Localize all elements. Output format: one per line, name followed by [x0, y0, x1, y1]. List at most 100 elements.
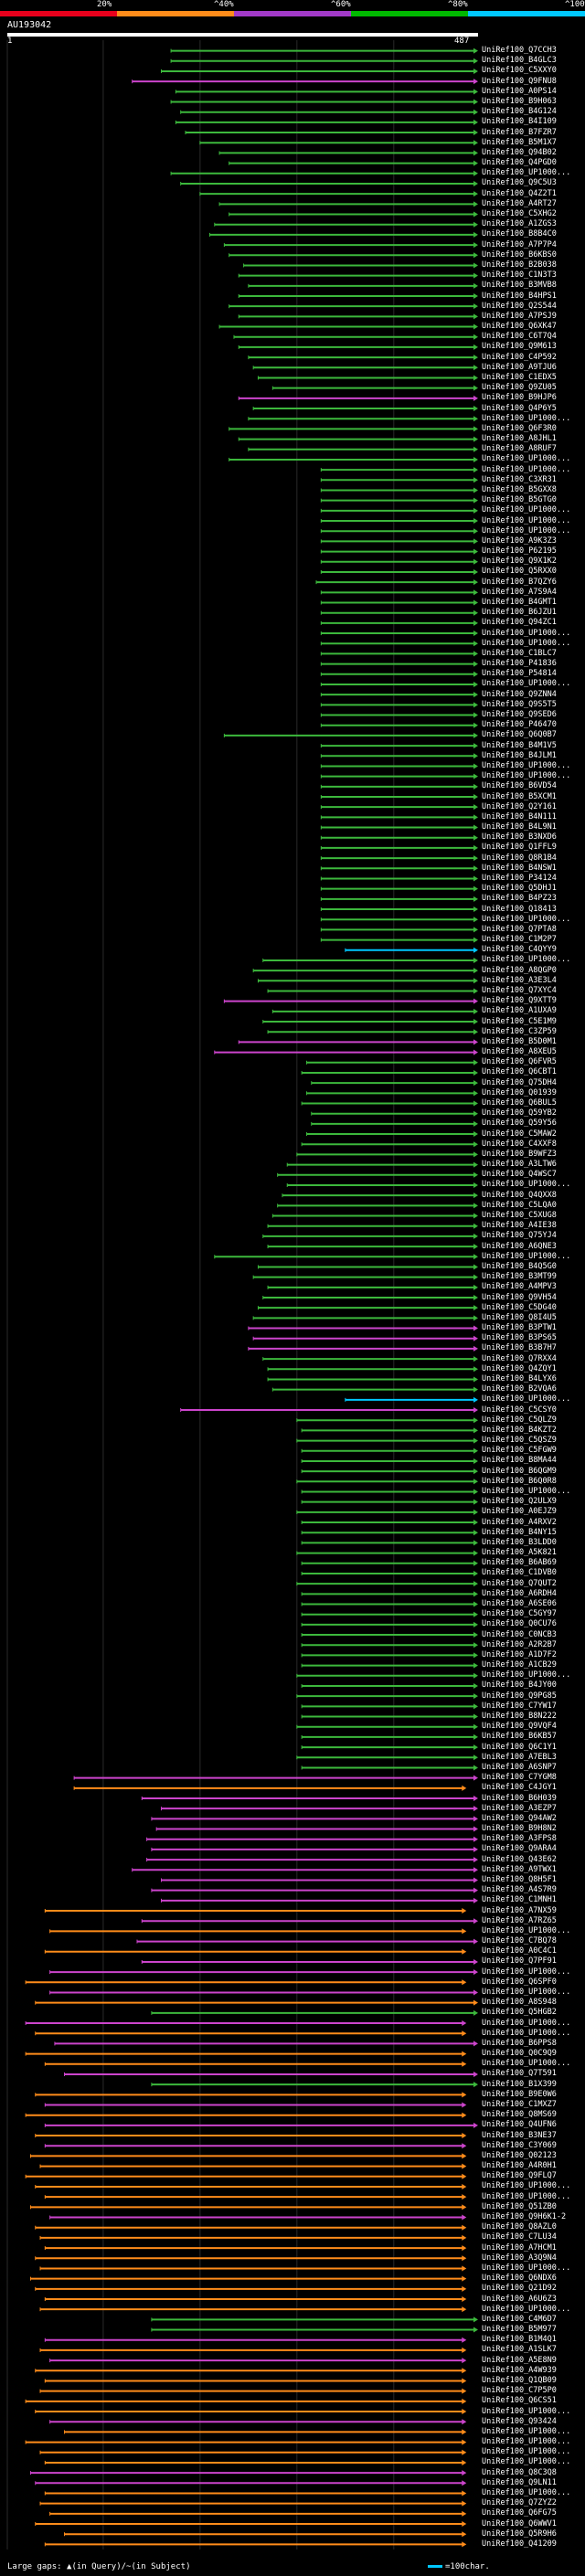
hit-label[interactable]: UniRef100_P41836	[482, 659, 557, 669]
hit-label[interactable]: UniRef100_A6U6Z3	[482, 2294, 557, 2304]
hit-label[interactable]: UniRef100_A2R2B7	[482, 1639, 557, 1649]
hit-label[interactable]: UniRef100_Q7RXX4	[482, 1353, 557, 1363]
hit-label[interactable]: UniRef100_B4GMT1	[482, 598, 557, 607]
hit-label[interactable]: UniRef100_B3NXD6	[482, 832, 557, 843]
hit-label[interactable]: UniRef100_A0PS14	[482, 86, 557, 96]
hit-label[interactable]: UniRef100_UP1000...	[482, 1486, 571, 1496]
hit-label[interactable]: UniRef100_Q8C3Q8	[482, 2467, 557, 2477]
hit-label[interactable]: UniRef100_B4G124	[482, 107, 557, 117]
hit-label[interactable]: UniRef100_A1CB29	[482, 1660, 557, 1670]
hit-label[interactable]: UniRef100_Q6Q0B7	[482, 730, 557, 740]
hit-label[interactable]: UniRef100_B4N111	[482, 811, 557, 822]
hit-label[interactable]: UniRef100_A1ZGS3	[482, 219, 557, 229]
hit-label[interactable]: UniRef100_B5GXX8	[482, 484, 557, 494]
hit-label[interactable]: UniRef100_Q6F3R0	[482, 423, 557, 433]
hit-label[interactable]: UniRef100_B3B7H7	[482, 1343, 557, 1353]
hit-label[interactable]: UniRef100_B4Q5G0	[482, 1261, 557, 1271]
hit-label[interactable]: UniRef100_UP1000...	[482, 2437, 571, 2447]
hit-label[interactable]: UniRef100_A0C4C1	[482, 1946, 557, 1956]
hit-label[interactable]: UniRef100_C5GY97	[482, 1609, 557, 1619]
hit-label[interactable]: UniRef100_Q7ZYZ2	[482, 2498, 557, 2508]
hit-label[interactable]: UniRef100_Q93424	[482, 2416, 557, 2426]
hit-label[interactable]: UniRef100_Q6C1Y1	[482, 1742, 557, 1752]
hit-label[interactable]: UniRef100_Q94AW2	[482, 1813, 557, 1823]
hit-label[interactable]: UniRef100_C1BLC7	[482, 648, 557, 658]
hit-label[interactable]: UniRef100_B3MT99	[482, 1272, 557, 1282]
hit-label[interactable]: UniRef100_A9K3Z3	[482, 535, 557, 546]
hit-label[interactable]: UniRef100_B6VD54	[482, 781, 557, 791]
hit-label[interactable]: UniRef100_B6QGM9	[482, 1466, 557, 1476]
hit-label[interactable]: UniRef100_UP1000...	[482, 1251, 571, 1261]
hit-label[interactable]: UniRef100_B5M1X7	[482, 137, 557, 147]
hit-label[interactable]: UniRef100_B5M977	[482, 2325, 557, 2335]
hit-label[interactable]: UniRef100_Q8I4U5	[482, 1312, 557, 1322]
hit-label[interactable]: UniRef100_Q9M613	[482, 342, 557, 352]
hit-label[interactable]: UniRef100_Q02123	[482, 2150, 557, 2160]
hit-label[interactable]: UniRef100_B3MVB8	[482, 281, 557, 291]
hit-label[interactable]: UniRef100_Q9FLQ7	[482, 2171, 557, 2181]
hit-label[interactable]: UniRef100_A0EJZ9	[482, 1507, 557, 1517]
hit-label[interactable]: UniRef100_C1EDX5	[482, 372, 557, 382]
hit-label[interactable]: UniRef100_B8B4C0	[482, 229, 557, 239]
hit-label[interactable]: UniRef100_Q7PTA8	[482, 924, 557, 934]
hit-label[interactable]: UniRef100_Q7T591	[482, 2069, 557, 2079]
hit-label[interactable]: UniRef100_UP1000...	[482, 2406, 571, 2416]
hit-label[interactable]: UniRef100_B6KB57	[482, 1732, 557, 1742]
hit-label[interactable]: UniRef100_A7P7P4	[482, 239, 557, 249]
hit-label[interactable]: UniRef100_B6KBS0	[482, 249, 557, 260]
hit-label[interactable]: UniRef100_C7P5P0	[482, 2386, 557, 2396]
hit-label[interactable]: UniRef100_C5LQA0	[482, 1200, 557, 1210]
hit-label[interactable]: UniRef100_Q94ZC1	[482, 618, 557, 628]
hit-label[interactable]: UniRef100_C5CSY0	[482, 1405, 557, 1415]
hit-label[interactable]: UniRef100_Q9VQF4	[482, 1722, 557, 1732]
hit-label[interactable]: UniRef100_C5E1M9	[482, 1016, 557, 1026]
hit-label[interactable]: UniRef100_Q9LN11	[482, 2477, 557, 2487]
hit-label[interactable]: UniRef100_Q0C9Q9	[482, 2049, 557, 2059]
hit-label[interactable]: UniRef100_A5E8N9	[482, 2355, 557, 2365]
hit-label[interactable]: UniRef100_B6H039	[482, 1793, 557, 1803]
hit-label[interactable]: UniRef100_Q9C5U3	[482, 178, 557, 188]
hit-label[interactable]: UniRef100_B4JY00	[482, 1680, 557, 1691]
hit-label[interactable]: UniRef100_UP1000...	[482, 515, 571, 525]
hit-label[interactable]: UniRef100_C4QYY9	[482, 945, 557, 955]
hit-label[interactable]: UniRef100_Q94B02	[482, 147, 557, 157]
hit-label[interactable]: UniRef100_C5XXY0	[482, 66, 557, 76]
hit-label[interactable]: UniRef100_UP1000...	[482, 413, 571, 423]
hit-label[interactable]: UniRef100_B6PPS8	[482, 2038, 557, 2048]
hit-label[interactable]: UniRef100_UP1000...	[482, 168, 571, 178]
hit-label[interactable]: UniRef100_Q7QUT2	[482, 1578, 557, 1588]
hit-label[interactable]: UniRef100_B1M4Q1	[482, 2335, 557, 2345]
hit-label[interactable]: UniRef100_A6QNE3	[482, 1241, 557, 1251]
hit-label[interactable]: UniRef100_B2B038	[482, 260, 557, 270]
hit-label[interactable]: UniRef100_UP1000...	[482, 2018, 571, 2028]
hit-label[interactable]: UniRef100_C5XUG8	[482, 1211, 557, 1221]
hit-label[interactable]: UniRef100_Q4WSC7	[482, 1170, 557, 1180]
hit-label[interactable]: UniRef100_C1M2P7	[482, 935, 557, 945]
hit-label[interactable]: UniRef100_Q51ZB0	[482, 2201, 557, 2211]
hit-label[interactable]: UniRef100_Q6SPF0	[482, 1977, 557, 1987]
hit-label[interactable]: UniRef100_B9WFZ3	[482, 1149, 557, 1159]
hit-label[interactable]: UniRef100_Q1QB09	[482, 2375, 557, 2385]
hit-label[interactable]: UniRef100_Q6WWV1	[482, 2518, 557, 2528]
hit-label[interactable]: UniRef100_Q9ARA4	[482, 1844, 557, 1854]
hit-label[interactable]: UniRef100_Q4P6Y5	[482, 403, 557, 413]
hit-label[interactable]: UniRef100_Q8AZL0	[482, 2222, 557, 2232]
hit-label[interactable]: UniRef100_B7FZR7	[482, 127, 557, 137]
hit-label[interactable]: UniRef100_Q4Z2T1	[482, 188, 557, 198]
hit-label[interactable]: UniRef100_A6RDH4	[482, 1588, 557, 1598]
hit-label[interactable]: UniRef100_Q4QXX8	[482, 1190, 557, 1200]
hit-label[interactable]: UniRef100_UP1000...	[482, 2191, 571, 2201]
hit-label[interactable]: UniRef100_UP1000...	[482, 628, 571, 638]
hit-label[interactable]: UniRef100_UP1000...	[482, 679, 571, 689]
hit-label[interactable]: UniRef100_B9E0W6	[482, 2089, 557, 2099]
hit-label[interactable]: UniRef100_Q9ZU05	[482, 383, 557, 393]
hit-label[interactable]: UniRef100_Q41209	[482, 2539, 557, 2549]
hit-label[interactable]: UniRef100_Q2Y161	[482, 801, 557, 811]
hit-label[interactable]: UniRef100_UP1000...	[482, 2059, 571, 2069]
hit-label[interactable]: UniRef100_B4LYX6	[482, 1373, 557, 1383]
hit-label[interactable]: UniRef100_UP1000...	[482, 525, 571, 535]
hit-label[interactable]: UniRef100_B6JZU1	[482, 608, 557, 618]
hit-label[interactable]: UniRef100_Q7XYC4	[482, 985, 557, 995]
hit-label[interactable]: UniRef100_B4PZ23	[482, 894, 557, 904]
hit-label[interactable]: UniRef100_UP1000...	[482, 914, 571, 924]
